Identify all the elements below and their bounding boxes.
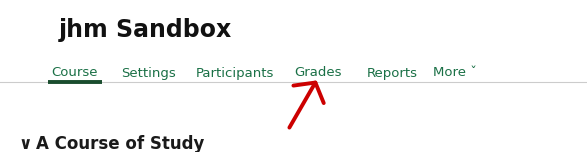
Text: Grades: Grades <box>294 67 342 79</box>
Text: Participants: Participants <box>196 67 274 79</box>
Text: A Course of Study: A Course of Study <box>36 135 204 152</box>
Text: Course: Course <box>52 67 98 79</box>
Text: Reports: Reports <box>366 67 417 79</box>
Text: ∨: ∨ <box>18 135 32 152</box>
Text: Settings: Settings <box>120 67 176 79</box>
Text: jhm Sandbox: jhm Sandbox <box>58 18 232 42</box>
Text: More ˇ: More ˇ <box>433 67 477 79</box>
